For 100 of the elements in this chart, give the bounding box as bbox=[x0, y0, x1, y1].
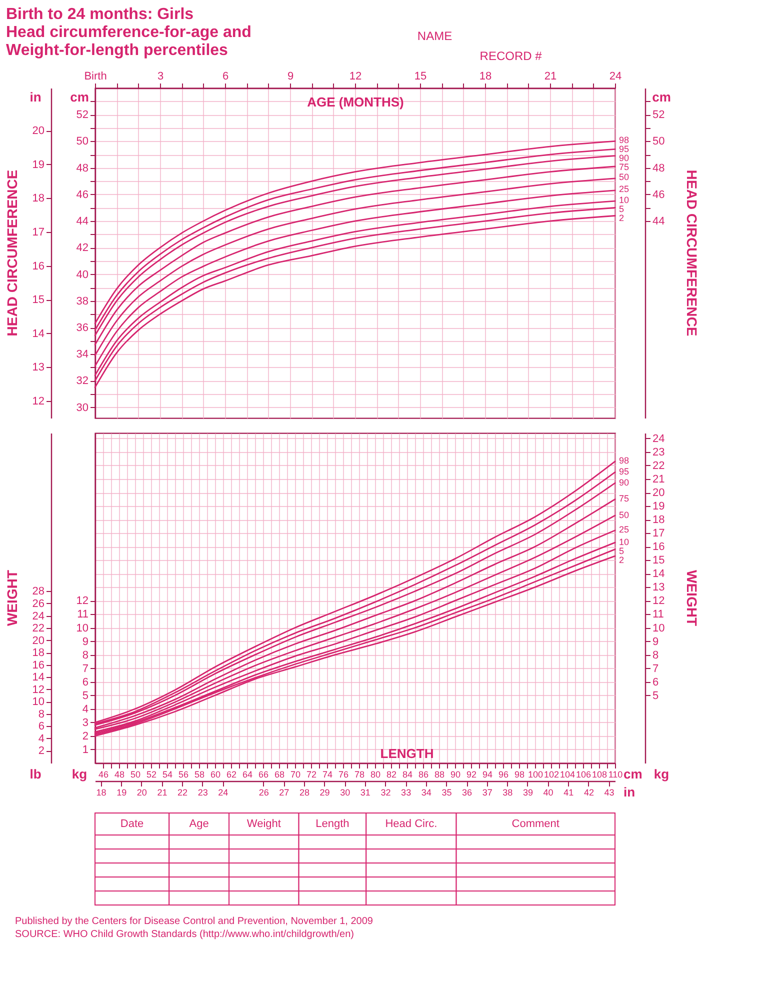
y3-tick-label: 18 bbox=[32, 192, 44, 205]
y3-tick-label: 20 bbox=[32, 634, 44, 647]
x2-tick-label: 32 bbox=[380, 788, 391, 798]
x-tick-label: 9 bbox=[287, 70, 294, 82]
series-label: 5 bbox=[619, 204, 624, 214]
x-tick-label: 60 bbox=[210, 770, 221, 780]
annotation: LENGTH bbox=[380, 746, 434, 761]
y3-tick-label: 18 bbox=[32, 647, 44, 660]
y2-tick-label: 52 bbox=[652, 109, 665, 122]
y-tick-label: 9 bbox=[82, 636, 88, 648]
text: WEIGHT bbox=[4, 570, 20, 626]
x2-tick-label: 41 bbox=[564, 788, 574, 798]
x-tick-label: 102 bbox=[544, 770, 560, 780]
x-tick-label: 6 bbox=[222, 70, 229, 82]
x2-tick-label: 39 bbox=[522, 788, 533, 798]
x-axis-title: AGE (MONTHS) bbox=[307, 94, 404, 110]
y3-tick-label: 19 bbox=[32, 158, 44, 171]
x2-tick-label: 28 bbox=[299, 788, 310, 798]
x2-tick-label: 29 bbox=[320, 788, 330, 798]
y3-tick-label: 24 bbox=[32, 610, 44, 622]
x2-tick-label: 36 bbox=[462, 788, 472, 798]
y2-tick-label: 13 bbox=[652, 582, 665, 594]
text: Published by the Centers for Disease Control and Prevention, November 1, 2009 bbox=[15, 916, 374, 927]
y2-tick-label: 16 bbox=[652, 541, 665, 554]
series-label: 2 bbox=[619, 212, 624, 223]
text: HEAD CIRCUMFERENCE bbox=[684, 170, 700, 336]
y2-tick-label: 12 bbox=[652, 595, 665, 608]
y3-tick-label: 26 bbox=[32, 598, 44, 610]
x2-tick-label: 33 bbox=[401, 788, 412, 798]
y-tick-label: 30 bbox=[76, 402, 88, 414]
x-tick-label: 92 bbox=[466, 770, 477, 780]
x-tick-label: 74 bbox=[322, 770, 333, 780]
y2-tick-label: 5 bbox=[652, 690, 659, 702]
category-label: Length bbox=[316, 818, 350, 830]
text: HEAD CIRCUMFERENCE bbox=[4, 170, 20, 336]
series-label: 90 bbox=[619, 152, 630, 163]
y2-tick-label: 9 bbox=[652, 636, 659, 648]
x-tick-label: 86 bbox=[418, 770, 429, 780]
x2-tick-label: 42 bbox=[584, 788, 594, 798]
x2-tick-label: 22 bbox=[178, 788, 188, 798]
x-tick-label: 100 bbox=[528, 770, 544, 780]
category-label: Comment bbox=[512, 818, 560, 830]
y2-tick-label: 48 bbox=[652, 162, 665, 174]
y2-tick-label: 8 bbox=[652, 649, 659, 662]
series-label: 25 bbox=[619, 184, 630, 194]
x-tick-label: 15 bbox=[414, 70, 427, 82]
y3-axis-title: in bbox=[30, 90, 42, 104]
series-label: 50 bbox=[619, 510, 630, 520]
x-tick-label: 56 bbox=[178, 770, 189, 780]
x2-tick-label: 31 bbox=[360, 788, 370, 798]
x-tick-label: 90 bbox=[450, 770, 461, 780]
y3-tick-label: 16 bbox=[32, 260, 44, 272]
x2-tick-label: 20 bbox=[136, 788, 147, 798]
series-label: 98 bbox=[619, 456, 630, 466]
x-tick-label: 66 bbox=[258, 770, 269, 780]
x2-tick-label: 35 bbox=[442, 788, 452, 798]
x2-tick-label: 43 bbox=[604, 788, 614, 798]
x-tick-label: 106 bbox=[576, 770, 592, 780]
y2-tick-label: 44 bbox=[652, 216, 665, 228]
y-tick-label: 44 bbox=[76, 216, 88, 228]
series-label: 2 bbox=[619, 554, 624, 565]
series-label: 25 bbox=[619, 524, 630, 535]
category-label: Weight bbox=[246, 818, 281, 830]
x-tick-label: 78 bbox=[354, 770, 365, 780]
y-tick-label: 1 bbox=[82, 744, 88, 756]
y-tick-label: 50 bbox=[76, 136, 88, 148]
x2-tick-label: 40 bbox=[543, 788, 554, 798]
source-note: SOURCE: WHO Child Growth Standards (http://www.who.int/childgrowth/en) bbox=[15, 929, 354, 940]
y2-tick-label: 17 bbox=[652, 528, 665, 540]
x-tick-label: 64 bbox=[242, 770, 253, 780]
x2-tick-label: 30 bbox=[340, 788, 350, 798]
series-label: 90 bbox=[619, 477, 630, 488]
y-tick-label: 10 bbox=[76, 622, 88, 634]
series-label: 98 bbox=[619, 134, 630, 145]
y2-tick-label: 11 bbox=[652, 608, 664, 621]
y-tick-label: 11 bbox=[77, 608, 88, 621]
x-tick-label: 96 bbox=[498, 770, 509, 780]
x2-tick-label: 21 bbox=[157, 788, 168, 798]
y3-tick-label: 20 bbox=[32, 125, 44, 138]
y2-tick-label: 20 bbox=[652, 487, 665, 500]
text: NAME bbox=[417, 29, 452, 43]
y-tick-label: 4 bbox=[82, 703, 88, 716]
y3-tick-label: 12 bbox=[32, 395, 44, 408]
y-tick-label: 52 bbox=[76, 109, 88, 122]
y3-tick-label: 22 bbox=[32, 622, 44, 635]
series-label: 50 bbox=[619, 172, 630, 182]
y2-tick-label: 14 bbox=[652, 568, 665, 580]
y-tick-label: 42 bbox=[76, 242, 88, 254]
x2-tick-label: 24 bbox=[218, 788, 228, 798]
y3-tick-label: 8 bbox=[38, 708, 44, 720]
y2-tick-label: 46 bbox=[652, 188, 665, 201]
y3-tick-label: 10 bbox=[32, 696, 44, 708]
x-tick-label: 62 bbox=[226, 770, 237, 780]
x-tick-label: 48 bbox=[114, 770, 125, 780]
y2-tick-label: 15 bbox=[652, 554, 665, 567]
x-tick-label: 54 bbox=[162, 770, 173, 780]
y-axis-title: cm bbox=[70, 90, 89, 104]
x-tick-label: 88 bbox=[434, 770, 445, 780]
category-label: Age bbox=[189, 818, 209, 830]
y3-tick-label: 14 bbox=[32, 672, 44, 684]
